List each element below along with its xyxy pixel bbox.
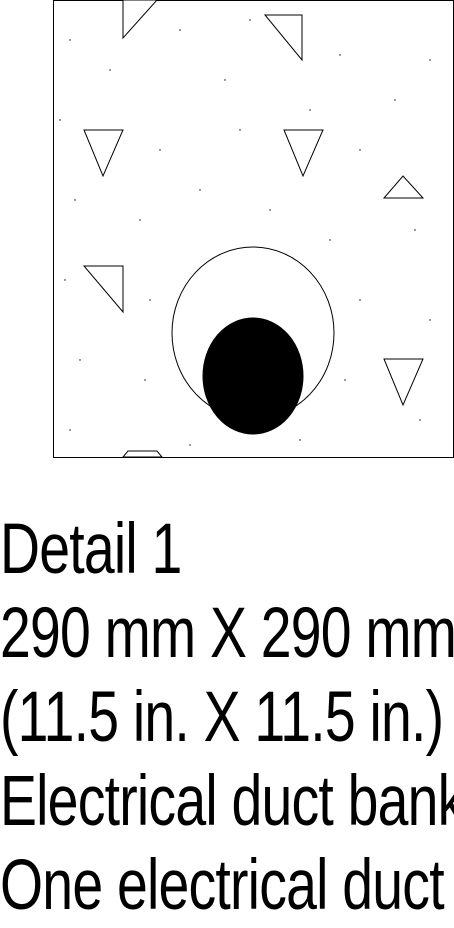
metric-dimensions: 290 mm X 290 mm [0, 594, 454, 673]
aggregate-triangle-icon [121, 450, 164, 458]
aggregate-triangle-icon [82, 265, 124, 314]
electrical-duct [202, 317, 304, 435]
aggregate-triangle-icon [382, 175, 425, 199]
duct-bank-detail-drawing [53, 0, 454, 458]
aggregate-triangle-icon [283, 129, 324, 178]
aggregate-triangle-icon [83, 129, 124, 178]
duct-count-description: One electrical duct [0, 846, 445, 925]
detail-title: Detail 1 [0, 510, 182, 589]
imperial-dimensions: (11.5 in. X 11.5 in.) [0, 678, 444, 757]
assembly-description: Electrical duct bank [0, 762, 454, 841]
detail-caption: Detail 1 290 mm X 290 mm (11.5 in. X 11.… [0, 508, 454, 928]
concrete-stipple-pattern [59, 19, 431, 446]
aggregate-triangle-icon [122, 0, 158, 40]
aggregate-triangle-icon [263, 14, 303, 62]
aggregate-triangles [82, 0, 425, 458]
aggregate-triangle-icon [383, 358, 424, 407]
